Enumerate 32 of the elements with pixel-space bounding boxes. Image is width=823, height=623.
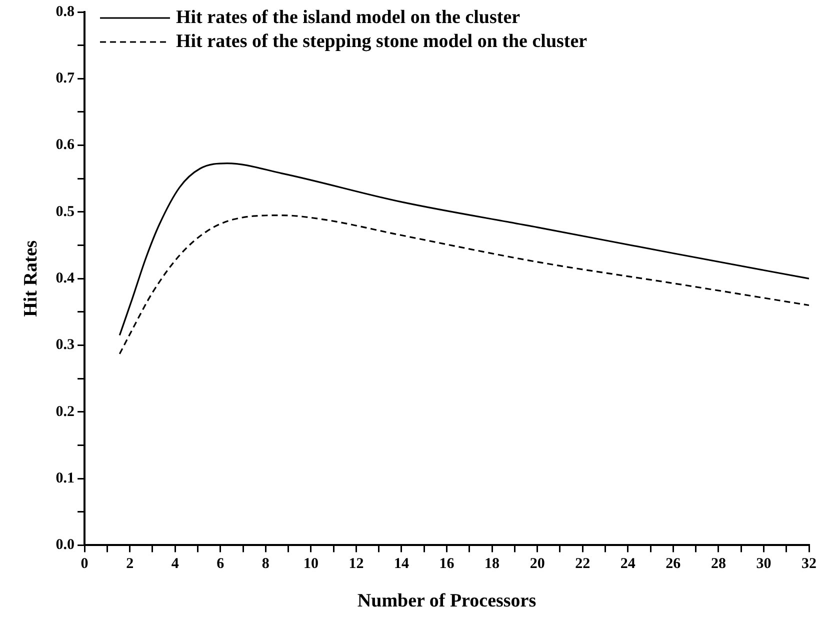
x-tick-label: 2 bbox=[126, 556, 134, 572]
x-tick-label: 0 bbox=[80, 556, 88, 572]
y-tick-label: 0.3 bbox=[56, 337, 75, 354]
x-tick-label: 26 bbox=[666, 556, 682, 572]
x-axis-title: Number of Processors bbox=[357, 590, 536, 612]
x-tick-label: 8 bbox=[262, 556, 270, 572]
x-tick-label: 28 bbox=[710, 556, 726, 572]
x-tick-label: 14 bbox=[394, 556, 410, 572]
x-tick-label: 12 bbox=[348, 556, 364, 572]
x-tick-label: 18 bbox=[484, 556, 500, 572]
line-series bbox=[118, 162, 809, 336]
line-series bbox=[118, 214, 809, 355]
legend-label: Hit rates of the island model on the cluster bbox=[176, 6, 520, 30]
y-tick-label: 0.7 bbox=[56, 70, 76, 87]
x-tick-label: 24 bbox=[620, 556, 636, 572]
y-tick-label: 0.1 bbox=[56, 470, 75, 486]
y-tick-label: 0.2 bbox=[56, 404, 75, 420]
y-tick-label: 0.8 bbox=[56, 4, 75, 20]
x-tick-label: 6 bbox=[216, 556, 225, 572]
x-tick-label: 16 bbox=[439, 556, 455, 572]
y-tick-label: 0.5 bbox=[56, 204, 75, 220]
y-tick-label: 0.4 bbox=[56, 270, 76, 286]
x-tick-label: 10 bbox=[303, 556, 318, 572]
legend-label: Hit rates of the stepping stone model on the cluster bbox=[176, 30, 588, 54]
y-axis-title: Hit Rates bbox=[20, 240, 42, 317]
x-tick-label: 30 bbox=[756, 556, 772, 572]
y-tick-label: 0.0 bbox=[56, 537, 75, 554]
x-tick-label: 32 bbox=[802, 556, 816, 572]
x-tick-label: 22 bbox=[575, 556, 590, 572]
x-tick-label: 4 bbox=[171, 556, 180, 572]
y-tick-label: 0.6 bbox=[56, 137, 76, 154]
x-tick-label: 20 bbox=[530, 556, 545, 572]
